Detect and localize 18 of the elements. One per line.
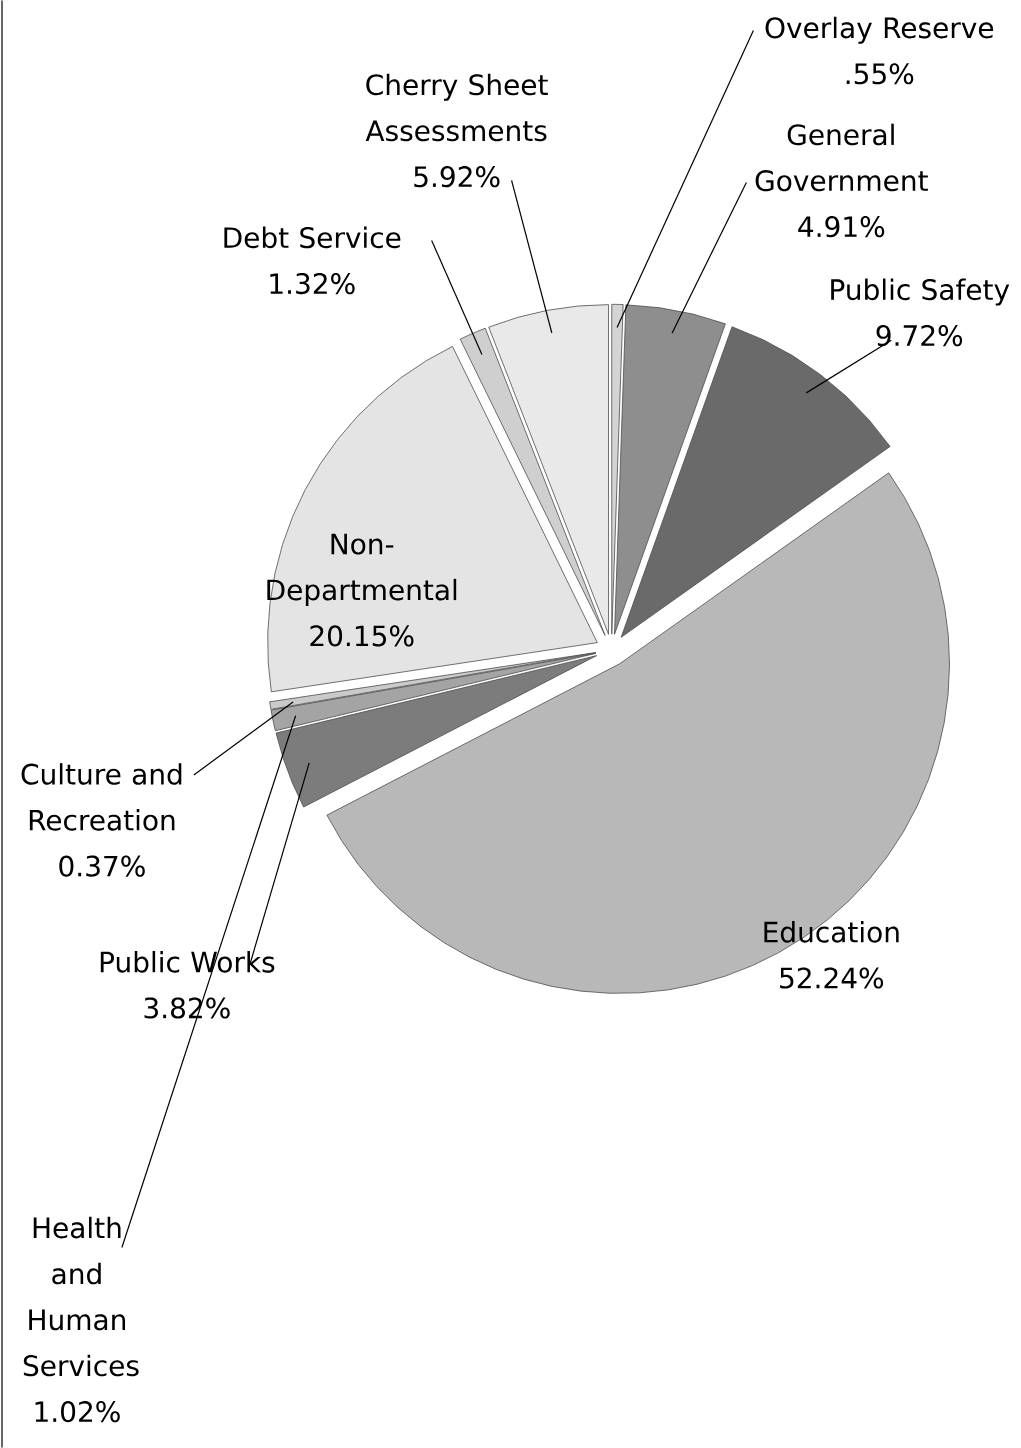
data-label: 4.91% [798, 216, 885, 238]
slice-label: Health and Human Services [23, 1216, 139, 1377]
slice-label: Overlay Reserve [765, 16, 994, 44]
slice-label: Debt Service [224, 226, 401, 249]
data-label: 20.15% [310, 625, 414, 647]
data-label: 0.37% [59, 855, 145, 877]
data-label: 1.02% [35, 1401, 120, 1423]
data-label: .55% [846, 63, 914, 85]
slice-label: Non-Departmental [267, 533, 457, 606]
data-label: 9.72% [876, 324, 963, 347]
slice-label: Cherry Sheet Assessments [365, 73, 548, 142]
slice-label: General Government [755, 123, 928, 192]
data-label: 5.92% [414, 166, 500, 188]
slice-label: Culture and Recreation [21, 763, 182, 831]
data-label: 1.32% [270, 273, 355, 295]
slice-label: Education [764, 921, 899, 943]
slice-label: Public Safety [831, 278, 1010, 306]
data-label: 52.24% [780, 967, 884, 989]
